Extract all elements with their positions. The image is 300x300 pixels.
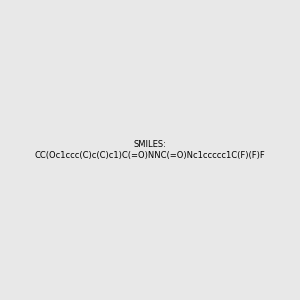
Text: SMILES:
CC(Oc1ccc(C)c(C)c1)C(=O)NNC(=O)Nc1ccccc1C(F)(F)F: SMILES: CC(Oc1ccc(C)c(C)c1)C(=O)NNC(=O)N…: [34, 140, 266, 160]
